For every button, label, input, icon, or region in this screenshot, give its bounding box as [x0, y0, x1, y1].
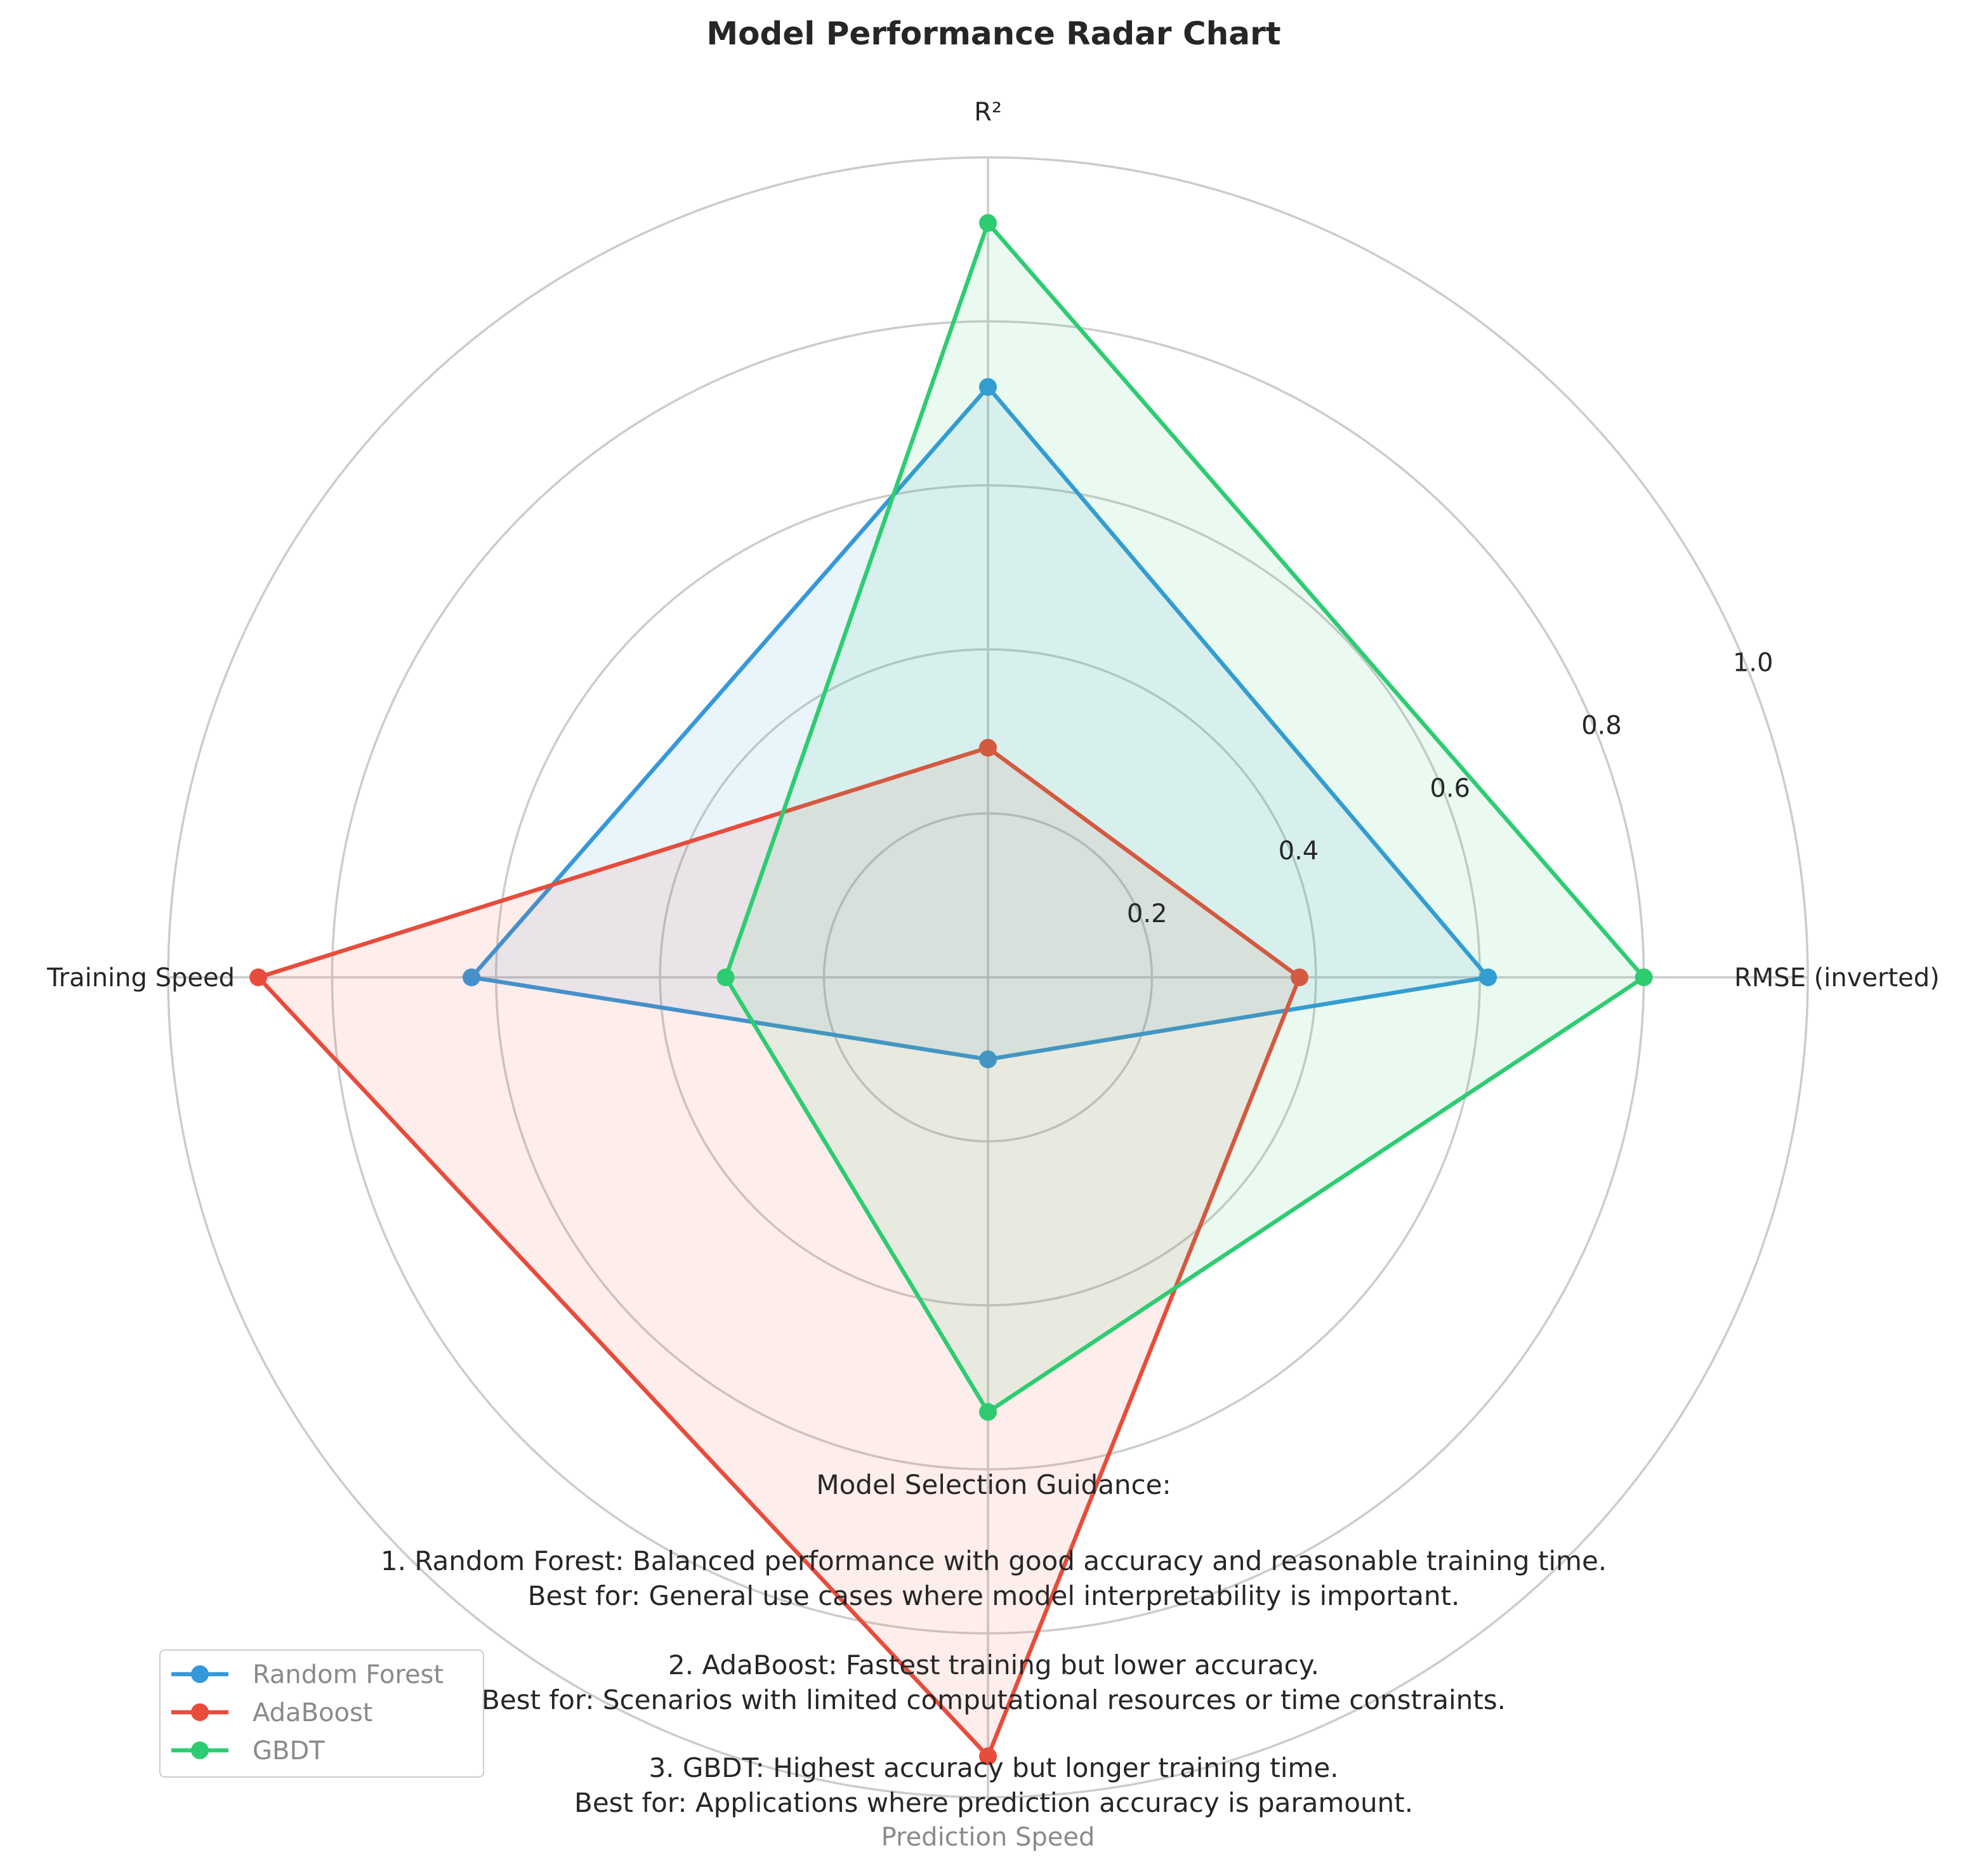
axis-labels: R² RMSE (inverted) Prediction Speed Trainin…: [46, 98, 1940, 1852]
radar-series: [249, 214, 1653, 1766]
series-point: [979, 1747, 997, 1766]
radial-tick-label: 0.2: [1127, 899, 1168, 928]
guidance-item-2-line-1: 2. AdaBoost: Fastest training but lower …: [668, 1649, 1319, 1681]
radial-tick-label: 0.6: [1430, 774, 1470, 803]
axis-label: Training Speed: [46, 963, 235, 993]
guidance-item-1-line-2: Best for: General use cases where model …: [528, 1580, 1460, 1611]
series-point: [1635, 968, 1653, 986]
legend-swatch-marker: [191, 1665, 209, 1683]
series-area: [725, 223, 1644, 1412]
guidance-text: Model Selection Guidance: 1. Random Fore…: [381, 1469, 1607, 1818]
guidance-item-2-line-2: Best for: Scenarios with limited computa…: [482, 1684, 1506, 1715]
guidance-heading: Model Selection Guidance:: [816, 1469, 1171, 1500]
axis-label: RMSE (inverted): [1734, 963, 1940, 993]
series-point: [979, 1050, 997, 1069]
legend-swatch-marker: [191, 1703, 209, 1721]
radial-tick-label: 0.4: [1279, 836, 1319, 866]
guidance-item-3-line-2: Best for: Applications where prediction …: [574, 1787, 1413, 1818]
series-point: [979, 214, 997, 232]
legend-label: AdaBoost: [253, 1698, 372, 1727]
series-point: [249, 968, 268, 986]
legend-swatch-marker: [191, 1741, 209, 1759]
series-point: [979, 378, 997, 396]
radial-tick-label: 0.8: [1581, 711, 1622, 740]
guidance-item-1-line-1: 1. Random Forest: Balanced performance w…: [381, 1545, 1607, 1576]
legend-label: GBDT: [253, 1736, 325, 1766]
series-point: [1290, 968, 1308, 986]
series-point: [463, 968, 481, 986]
radial-tick-labels: 0.2 0.4 0.6 0.8 1.0: [1127, 649, 1774, 929]
guidance-item-3-line-1: 3. GBDT: Highest accuracy but longer tra…: [648, 1752, 1338, 1783]
series-point: [979, 739, 997, 757]
chart-title: Model Performance Radar Chart: [706, 15, 1280, 52]
legend-frame: [159, 1649, 484, 1778]
series-area: [258, 748, 1300, 1757]
series-point: [1479, 968, 1498, 986]
series-point: [716, 968, 735, 986]
series-point: [979, 1403, 997, 1421]
axis-label: Prediction Speed: [881, 1823, 1095, 1852]
axis-label: R²: [974, 98, 1002, 127]
legend: Random Forest AdaBoost GBDT: [159, 1649, 484, 1778]
legend-label: Random Forest: [253, 1660, 444, 1689]
radial-tick-label: 1.0: [1733, 649, 1774, 678]
series-area: [471, 386, 1489, 1060]
